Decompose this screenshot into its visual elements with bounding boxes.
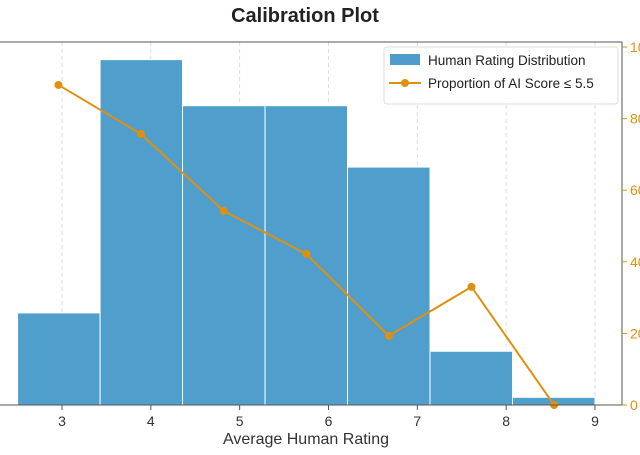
x-tick-label: 6: [325, 413, 333, 429]
proportion-point: [467, 282, 476, 291]
proportion-point: [137, 129, 146, 138]
x-axis-ticks: 3 4 5 6 7 8 9: [58, 405, 599, 429]
histogram-bar: [99, 59, 184, 406]
legend-box: [383, 46, 619, 105]
right-tick-label: 100: [630, 39, 640, 55]
proportion-point: [302, 249, 311, 258]
right-axis-ticks: 0 20 40 60 80 100: [622, 39, 640, 413]
histogram-bars: [17, 59, 596, 406]
x-axis-label: Average Human Rating: [223, 431, 389, 448]
histogram-bar: [17, 312, 101, 406]
histogram-bar: [429, 350, 513, 406]
right-tick-label: 40: [630, 254, 640, 270]
histogram-bar: [347, 166, 431, 406]
legend-marker: [401, 79, 409, 87]
legend: Human Rating Distribution Proportion of …: [383, 46, 619, 105]
right-tick-label: 20: [630, 325, 640, 341]
right-tick-label: 80: [630, 111, 640, 127]
proportion-point: [219, 206, 228, 215]
x-tick-label: 5: [236, 413, 244, 429]
proportion-point: [54, 80, 63, 89]
proportion-point: [384, 331, 393, 340]
x-tick-label: 4: [147, 413, 155, 429]
legend-swatch-bars: [390, 54, 420, 65]
x-tick-label: 9: [591, 413, 599, 429]
histogram-bar: [182, 105, 266, 406]
x-tick-label: 7: [413, 413, 421, 429]
legend-label-line: Proportion of AI Score ≤ 5.5: [428, 76, 594, 91]
x-tick-label: 3: [58, 413, 66, 429]
x-tick-label: 8: [502, 413, 510, 429]
right-tick-label: 60: [630, 182, 640, 198]
chart-title: Calibration Plot: [231, 5, 379, 27]
legend-label-bars: Human Rating Distribution: [428, 53, 586, 68]
right-tick-label: 0: [630, 397, 638, 413]
